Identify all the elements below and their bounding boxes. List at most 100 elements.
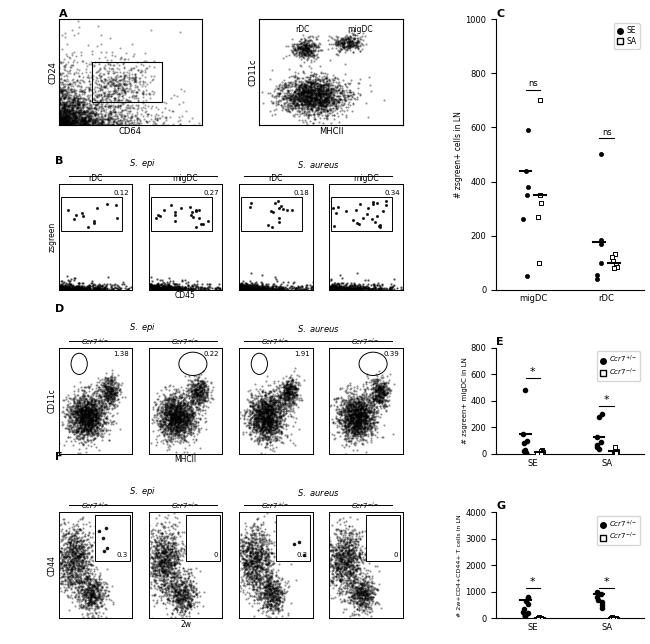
Point [363, 422, 374, 432]
Point [79, 100, 89, 111]
Point [348, 444, 359, 455]
Point [352, 421, 362, 431]
Point [333, 560, 343, 570]
Point [96, 585, 107, 595]
Point [77, 112, 87, 122]
Point [79, 119, 89, 129]
Point [173, 406, 183, 417]
Point [308, 79, 318, 89]
Point [100, 402, 110, 412]
Point [350, 415, 361, 425]
Point [302, 76, 312, 86]
Point [330, 73, 340, 83]
Point [180, 605, 190, 616]
Point [267, 429, 278, 439]
Point [381, 283, 391, 294]
Point [185, 588, 195, 598]
Point [187, 408, 197, 418]
Point [343, 93, 353, 104]
Point [272, 376, 283, 386]
Point [346, 560, 356, 570]
Point [163, 538, 174, 548]
Point [340, 582, 350, 592]
Point [65, 426, 75, 436]
Point [245, 409, 255, 419]
Point [114, 103, 125, 113]
Point [98, 392, 109, 402]
Point [273, 420, 283, 430]
Point [251, 564, 261, 574]
Point [344, 529, 354, 540]
Point [106, 389, 116, 399]
Point [313, 587, 323, 598]
Point [174, 588, 184, 598]
Point [155, 550, 165, 560]
Point [78, 120, 88, 130]
Point [326, 538, 336, 549]
Point [333, 408, 343, 418]
Point [373, 397, 384, 407]
Point [268, 434, 279, 444]
Point [332, 574, 343, 584]
Point [344, 544, 354, 554]
Point [271, 612, 281, 622]
Point [333, 93, 344, 104]
Point [79, 120, 90, 130]
Point [335, 412, 345, 422]
Point [248, 281, 258, 292]
Point [276, 402, 286, 412]
Point [72, 209, 82, 220]
Point [248, 410, 259, 420]
Point [256, 410, 266, 421]
Point [353, 592, 363, 603]
Point [378, 381, 388, 391]
Point [77, 113, 87, 124]
Point [107, 88, 117, 99]
Point [76, 423, 86, 433]
Point [64, 283, 75, 294]
Point [69, 419, 79, 429]
Point [335, 553, 346, 563]
Point [60, 119, 70, 129]
Point [77, 545, 88, 556]
Point [273, 421, 283, 431]
Point [89, 579, 99, 589]
Point [270, 583, 281, 593]
Point [341, 563, 351, 573]
Point [261, 388, 272, 398]
Point [266, 416, 277, 426]
Point [298, 95, 309, 105]
Point [72, 404, 83, 414]
Point [73, 413, 83, 423]
Point [163, 425, 174, 435]
Point [77, 426, 88, 436]
Point [68, 118, 78, 129]
Point [177, 425, 187, 435]
Point [313, 71, 324, 81]
Point [124, 116, 134, 126]
Point [281, 379, 292, 389]
Point [260, 405, 270, 415]
Point [170, 585, 180, 595]
Point [352, 429, 362, 439]
Point [174, 413, 185, 423]
Point [170, 585, 181, 596]
Point [286, 429, 296, 439]
Point [136, 118, 146, 129]
Point [167, 551, 177, 561]
Point [265, 579, 275, 589]
Point [169, 553, 179, 564]
Point [252, 562, 263, 572]
Point [78, 115, 88, 126]
Point [79, 592, 90, 603]
Point [338, 549, 348, 559]
Point [81, 561, 92, 571]
Point [350, 418, 361, 428]
Point [200, 284, 210, 294]
Point [231, 527, 242, 537]
Point [244, 577, 254, 587]
Point [82, 109, 92, 120]
Point [271, 411, 281, 421]
Point [71, 542, 81, 552]
Point [350, 279, 360, 290]
